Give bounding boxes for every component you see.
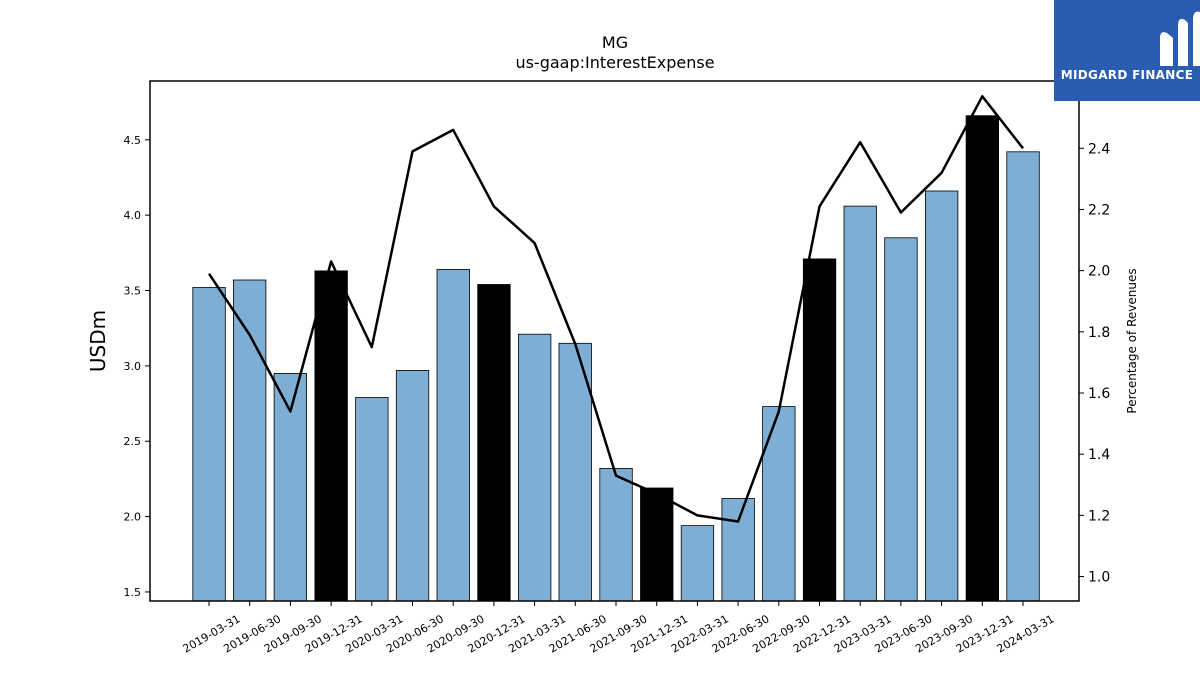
bar (762, 406, 796, 602)
bar (477, 284, 511, 602)
bar (884, 237, 918, 602)
line-group (207, 95, 1024, 523)
bar (355, 397, 389, 602)
bar (232, 279, 267, 602)
y-tick-label: 2.5 (124, 435, 142, 448)
y2-tick-label: 2.4 (1088, 141, 1110, 157)
y2-tick-label: 1.4 (1088, 447, 1110, 463)
y-axis-label: USDm (86, 310, 110, 372)
y2-tick-label: 1.2 (1088, 508, 1110, 524)
bar (395, 369, 430, 602)
midgard-logo-icon (1160, 11, 1200, 66)
bar (802, 258, 837, 602)
bar (680, 525, 715, 602)
series-line (207, 95, 1024, 523)
bars-group (192, 115, 1040, 602)
y2-tick-label: 2.2 (1088, 202, 1110, 218)
plot-frame (149, 80, 1080, 602)
chart-subtitle: us-gaap:InterestExpense (515, 53, 714, 72)
bar (558, 342, 592, 602)
bar (965, 115, 999, 602)
logo-text: MIDGARD FINANCE (1060, 68, 1194, 82)
bar (721, 498, 755, 602)
y2-axis-label: Percentage of Revenues (1125, 268, 1139, 413)
y-axis-left: 1.5 2.0 2.5 3.0 3.5 4.0 4.5 (124, 134, 150, 599)
y-axis-right: 1.0 1.2 1.4 1.6 1.8 2.0 2.2 2.4 (1079, 141, 1110, 586)
y-tick-label: 2.0 (124, 511, 142, 524)
y-tick-label: 4.5 (124, 134, 142, 147)
y2-tick-label: 1.0 (1088, 570, 1110, 586)
bar (518, 333, 552, 602)
bar (925, 190, 959, 602)
chart-title: MG (602, 33, 628, 52)
y-tick-label: 3.0 (124, 360, 142, 373)
bar (314, 270, 348, 602)
y2-tick-label: 2.0 (1088, 264, 1110, 280)
y-tick-label: 1.5 (124, 586, 142, 599)
bar (1006, 151, 1040, 602)
x-axis: 2019-03-312019-06-302019-09-302019-12-31… (181, 601, 1057, 656)
bar (843, 205, 877, 602)
y-tick-label: 4.0 (124, 209, 142, 222)
midgard-finance-logo: MIDGARD FINANCE (1054, 0, 1200, 101)
y-tick-label: 3.5 (124, 285, 142, 298)
y2-tick-label: 1.8 (1088, 325, 1110, 341)
y2-tick-label: 1.6 (1088, 386, 1110, 402)
bar (640, 487, 674, 602)
bar (599, 467, 633, 602)
bar (192, 287, 226, 602)
bar (436, 268, 470, 602)
